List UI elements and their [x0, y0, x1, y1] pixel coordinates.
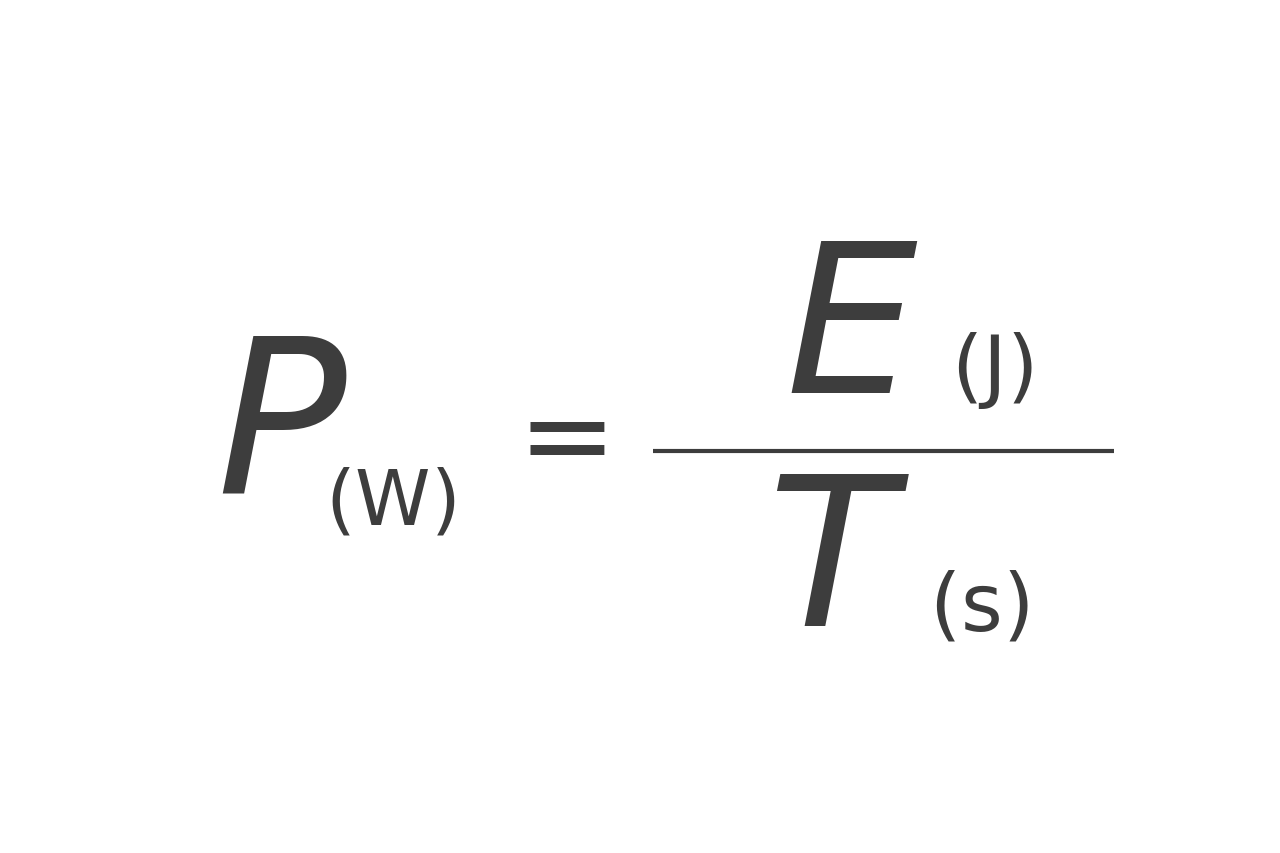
Text: www.inchcalculator.com: www.inchcalculator.com — [506, 818, 774, 838]
Bar — [632, 808, 648, 817]
Text: Joules to Watts Formula: Joules to Watts Formula — [0, 42, 1280, 148]
Bar — [641, 786, 649, 793]
Bar — [631, 796, 639, 803]
Text: $\mathrm{(W)}$: $\mathrm{(W)}$ — [325, 466, 456, 540]
Bar — [628, 766, 652, 822]
Text: $\mathit{E}$: $\mathit{E}$ — [785, 235, 918, 436]
Bar — [641, 805, 649, 812]
Text: $\mathit{T}$: $\mathit{T}$ — [767, 467, 910, 668]
Text: $\mathrm{(J)}$: $\mathrm{(J)}$ — [951, 330, 1033, 411]
Bar — [641, 796, 649, 803]
Text: $=$: $=$ — [494, 383, 607, 498]
Text: $\mathit{P}$: $\mathit{P}$ — [216, 328, 347, 537]
Bar — [631, 805, 639, 812]
Bar — [631, 786, 639, 793]
Text: $\mathrm{(s)}$: $\mathrm{(s)}$ — [929, 569, 1029, 647]
